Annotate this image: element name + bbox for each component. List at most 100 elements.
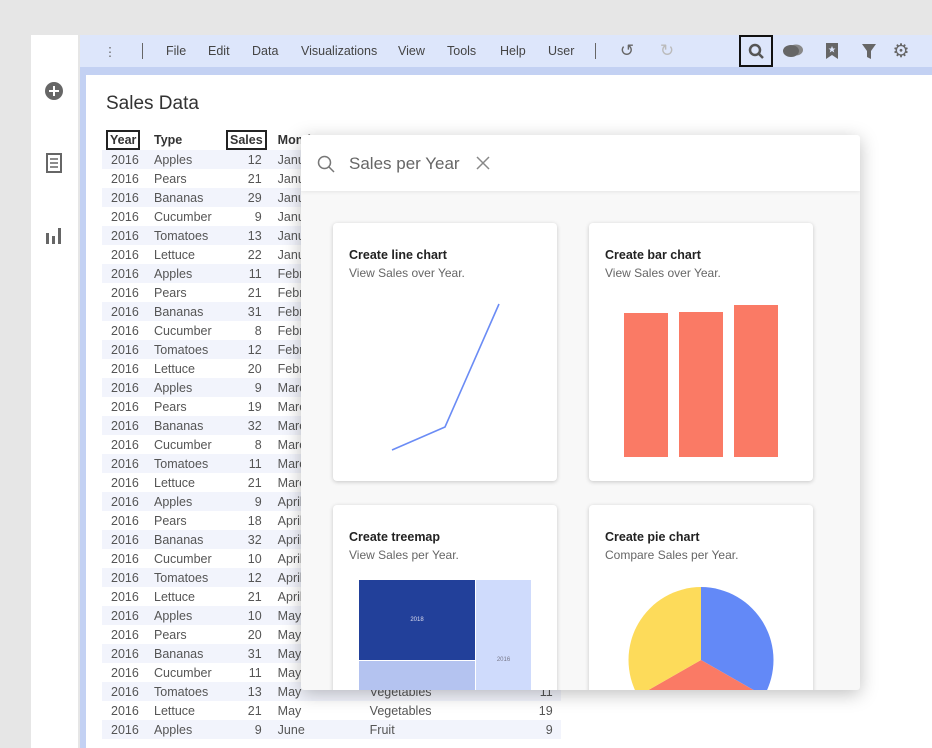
table-cell: April xyxy=(277,513,303,528)
card-subtitle: Compare Sales per Year. xyxy=(605,548,739,562)
table-cell: 2016 xyxy=(111,399,139,414)
treemap-tile xyxy=(359,661,475,690)
table-cell: 20 xyxy=(247,361,262,376)
menu-tools[interactable]: Tools xyxy=(447,44,477,58)
table-cell: 8 xyxy=(254,323,262,338)
table-cell: Tomatoes xyxy=(154,340,226,359)
table-cell: 9 xyxy=(226,492,270,511)
redo-icon[interactable]: ↻ xyxy=(659,41,675,60)
table-cell: 32 xyxy=(226,530,270,549)
table-cell: Lettuce xyxy=(154,589,196,604)
table-cell: 19 xyxy=(247,399,262,414)
card-title: Create bar chart xyxy=(605,248,701,262)
table-cell: 2016 xyxy=(102,264,154,283)
undo-icon[interactable]: ↺ xyxy=(619,41,635,60)
table-cell: 8 xyxy=(254,437,262,452)
table-cell: June xyxy=(269,720,370,739)
data-table-icon[interactable] xyxy=(43,152,65,174)
visualizations-icon[interactable] xyxy=(43,224,65,246)
add-icon[interactable] xyxy=(43,80,65,102)
table-cell: 2016 xyxy=(111,171,139,186)
settings-gear-icon[interactable]: ⚙ xyxy=(892,40,910,62)
table-cell: Lettuce xyxy=(154,475,196,490)
table-cell: Cucumber xyxy=(154,551,212,566)
menu-view[interactable]: View xyxy=(398,44,425,58)
table-cell: Cucumber xyxy=(154,323,212,338)
table-cell: 11 xyxy=(226,264,270,283)
table-cell: Pears xyxy=(154,399,187,414)
menu-help[interactable]: Help xyxy=(500,44,526,58)
search-bar: Sales per Year xyxy=(301,135,860,191)
table-cell: Apples xyxy=(154,720,226,739)
filter-icon[interactable] xyxy=(858,40,880,62)
table-cell: 2016 xyxy=(102,226,154,245)
comments-icon[interactable] xyxy=(782,40,804,62)
table-cell: 31 xyxy=(226,644,270,663)
card-subtitle: View Sales per Year. xyxy=(349,548,459,562)
table-row: 2016 Apples 9 June Fruit 9 xyxy=(102,720,561,739)
bar xyxy=(679,312,723,457)
treemap-tile-2016: 2016 xyxy=(476,580,531,690)
search-icon[interactable] xyxy=(739,35,773,67)
table-cell: Bananas xyxy=(154,302,226,321)
menu-data[interactable]: Data xyxy=(252,44,279,58)
table-cell: Pears xyxy=(154,627,187,642)
menu-edit[interactable]: Edit xyxy=(208,44,230,58)
table-cell: 2016 xyxy=(102,302,154,321)
treemap-tile-2018: 2018 xyxy=(359,580,475,660)
clear-search-icon[interactable] xyxy=(475,155,491,176)
table-cell: Cucumber xyxy=(154,209,212,224)
column-header-year[interactable]: Year xyxy=(106,129,141,150)
table-cell: 21 xyxy=(247,285,262,300)
table-cell: Apples xyxy=(154,378,226,397)
search-input[interactable]: Sales per Year xyxy=(349,154,460,173)
table-cell: 2016 xyxy=(111,361,139,376)
card-title: Create pie chart xyxy=(605,530,700,544)
page-title: Sales Data xyxy=(106,93,199,114)
bar-chart-card[interactable]: Create bar chart View Sales over Year. xyxy=(589,223,813,481)
table-cell: 9 xyxy=(509,720,561,739)
table-cell: April xyxy=(277,551,303,566)
bookmark-icon[interactable] xyxy=(821,40,843,62)
pie-slice xyxy=(701,587,774,690)
table-cell: 31 xyxy=(226,302,270,321)
table-cell: 2016 xyxy=(111,209,139,224)
table-row: 2016 Pears 20 May xyxy=(102,625,561,644)
treemap-card[interactable]: Create treemap View Sales per Year. 2018… xyxy=(333,505,557,690)
table-cell: 2016 xyxy=(111,627,139,642)
table-cell: 2016 xyxy=(111,323,139,338)
pie-chart-card[interactable]: Create pie chart Compare Sales per Year. xyxy=(589,505,813,690)
table-cell: Bananas xyxy=(154,416,226,435)
table-cell: 10 xyxy=(247,551,262,566)
table-cell: Bananas xyxy=(154,188,226,207)
column-header-type[interactable]: Type xyxy=(154,132,183,147)
table-cell: 13 xyxy=(226,226,270,245)
table-cell: Tomatoes xyxy=(154,454,226,473)
table-cell: 2016 xyxy=(111,513,139,528)
line-chart-card[interactable]: Create line chart View Sales over Year. xyxy=(333,223,557,481)
table-cell: 18 xyxy=(247,513,262,528)
table-cell: 2016 xyxy=(111,247,139,262)
table-cell: 2016 xyxy=(111,703,139,718)
table-cell: 2016 xyxy=(102,568,154,587)
table-cell: 21 xyxy=(247,171,262,186)
table-cell: 2016 xyxy=(102,720,154,739)
table-cell: 21 xyxy=(247,475,262,490)
more-menu-icon[interactable]: ⋮ xyxy=(103,44,117,59)
table-cell: 9 xyxy=(226,378,270,397)
menu-visualizations[interactable]: Visualizations xyxy=(301,44,378,58)
pie-chart-preview xyxy=(628,587,774,690)
table-cell: 22 xyxy=(247,247,262,262)
table-cell: 2016 xyxy=(111,285,139,300)
card-title: Create treemap xyxy=(349,530,441,544)
line-chart-preview xyxy=(391,303,500,451)
menu-file[interactable]: File xyxy=(166,44,187,58)
table-cell: 2016 xyxy=(102,340,154,359)
table-cell: 2016 xyxy=(111,665,139,680)
table-cell: Vegetables xyxy=(369,703,432,718)
table-row: 2016 Lettuce 21 May Vegetables 19 xyxy=(102,701,561,720)
table-cell: 2016 xyxy=(102,454,154,473)
menu-user[interactable]: User xyxy=(548,44,575,58)
table-cell: Tomatoes xyxy=(154,226,226,245)
column-header-sales[interactable]: Sales xyxy=(226,129,267,150)
